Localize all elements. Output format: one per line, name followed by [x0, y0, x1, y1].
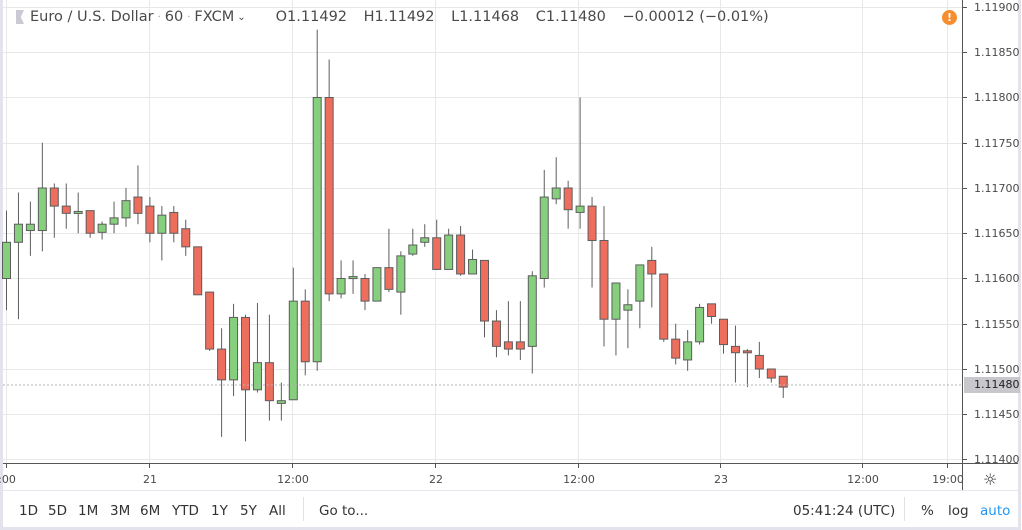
collapse-marker-icon[interactable] — [16, 10, 24, 24]
chart-canvas[interactable] — [0, 0, 1022, 490]
time-tick-label: 23 — [714, 473, 728, 486]
price-tick-label: 1.11600 — [974, 271, 1020, 285]
time-tick-label: 21 — [143, 473, 157, 486]
time-tick-label: :00 — [0, 473, 16, 486]
auto-toggle[interactable]: auto — [980, 503, 1011, 519]
time-tick-label: 12:00 — [277, 473, 309, 486]
low-value: L1.11468 — [451, 9, 520, 25]
log-toggle[interactable]: log — [948, 503, 969, 519]
range-6m-button[interactable]: 6M — [140, 503, 161, 519]
bottom-toolbar: 1D 5D 1M 3M 6M YTD 1Y 5Y All Go to... 05… — [3, 490, 1018, 528]
toolbar-divider — [303, 497, 304, 521]
price-tick-label: 1.11650 — [974, 226, 1020, 240]
symbol-name: Euro / U.S. Dollar — [30, 9, 154, 25]
price-axis-ticks — [962, 7, 967, 460]
price-tick-label: 1.11750 — [974, 136, 1020, 150]
range-3m-button[interactable]: 3M — [110, 503, 131, 519]
range-all-button[interactable]: All — [269, 503, 286, 519]
time-tick-label: 22 — [429, 473, 443, 486]
time-tick-label: 12:00 — [563, 473, 595, 486]
price-tick-label: 1.11850 — [974, 45, 1020, 59]
toolbar-divider — [904, 497, 905, 521]
range-1d-button[interactable]: 1D — [19, 503, 38, 519]
open-value: O1.11492 — [275, 9, 348, 25]
chevron-down-icon[interactable]: ⌄ — [237, 11, 246, 23]
price-tick-label: 1.11450 — [974, 407, 1020, 421]
price-tick-label: 1.11400 — [974, 452, 1020, 466]
range-1m-button[interactable]: 1M — [78, 503, 99, 519]
exchange: FXCM — [194, 9, 235, 25]
time-axis-ticks — [6, 463, 948, 468]
price-tick-label: 1.11700 — [974, 181, 1020, 195]
price-tick-label: 1.11550 — [974, 317, 1020, 331]
ohlc-values: O1.11492 H1.11492 L1.11468 C1.11480 −0.0… — [276, 9, 781, 25]
left-border — [0, 0, 3, 530]
separator-dot: · — [157, 11, 161, 23]
warning-icon[interactable]: ! — [942, 10, 957, 25]
price-tick-label: 1.11900 — [974, 0, 1020, 14]
candles — [2, 29, 788, 442]
range-1y-button[interactable]: 1Y — [211, 503, 228, 519]
price-tick-label: 1.11800 — [974, 90, 1020, 104]
utc-clock[interactable]: 05:41:24 (UTC) — [793, 503, 896, 519]
settings-gear-icon[interactable]: ☼ — [983, 470, 998, 489]
interval: 60 — [164, 9, 184, 25]
range-5y-button[interactable]: 5Y — [240, 503, 257, 519]
time-tick-label: 12:00 — [847, 473, 879, 486]
close-value: C1.11480 — [535, 9, 606, 25]
current-price-label: 1.11480 — [964, 377, 1020, 393]
percent-toggle[interactable]: % — [921, 503, 934, 519]
chart-legend[interactable]: Euro / U.S. Dollar · 60 · FXCM ⌄ O1.1149… — [16, 9, 781, 25]
separator-dot: · — [187, 11, 191, 23]
change-value: −0.00012 (−0.01%) — [622, 9, 769, 25]
range-ytd-button[interactable]: YTD — [172, 503, 199, 519]
goto-button[interactable]: Go to... — [319, 503, 369, 519]
price-tick-label: 1.11500 — [974, 362, 1020, 376]
time-tick-label: 19:00 — [932, 473, 964, 486]
range-5d-button[interactable]: 5D — [48, 503, 67, 519]
high-value: H1.11492 — [363, 9, 435, 25]
